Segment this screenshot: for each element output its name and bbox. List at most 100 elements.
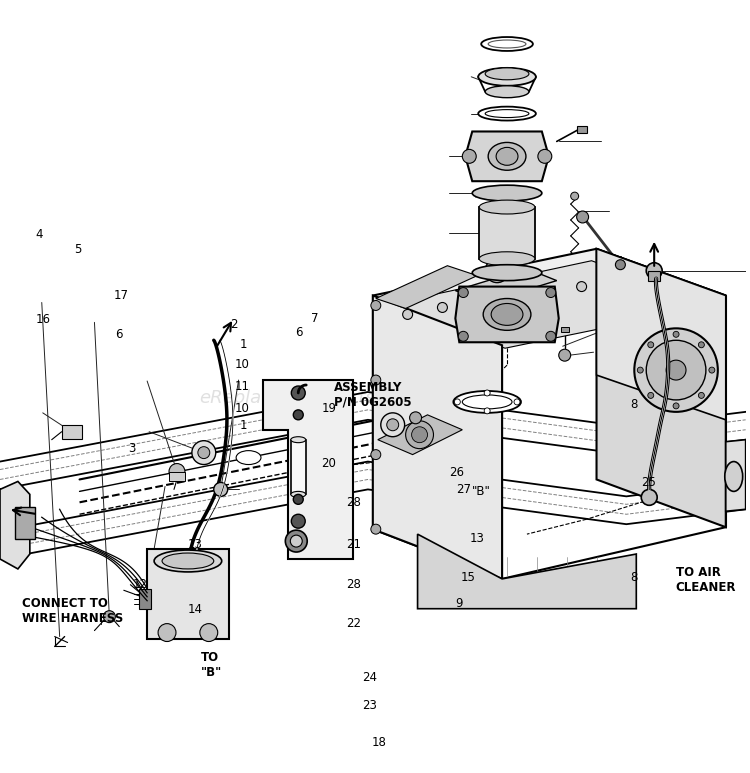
Polygon shape <box>455 287 559 342</box>
Circle shape <box>485 259 509 283</box>
Text: 4: 4 <box>35 228 43 241</box>
Circle shape <box>634 329 718 412</box>
Ellipse shape <box>154 550 222 572</box>
Text: 22: 22 <box>346 617 361 630</box>
Circle shape <box>169 464 185 479</box>
Text: 8: 8 <box>630 570 638 584</box>
Ellipse shape <box>478 107 536 121</box>
Text: 1: 1 <box>240 419 248 432</box>
Text: 2: 2 <box>230 318 237 331</box>
Text: 9: 9 <box>454 597 462 610</box>
Ellipse shape <box>485 86 529 97</box>
Polygon shape <box>147 549 229 638</box>
Circle shape <box>698 393 704 398</box>
Ellipse shape <box>291 492 306 497</box>
Circle shape <box>666 360 686 380</box>
Circle shape <box>546 288 556 298</box>
Bar <box>62 425 82 439</box>
Circle shape <box>406 421 433 448</box>
Circle shape <box>437 302 448 312</box>
Text: 3: 3 <box>128 442 136 455</box>
Circle shape <box>484 408 490 414</box>
Circle shape <box>412 427 428 443</box>
Text: 13: 13 <box>470 532 484 545</box>
Circle shape <box>709 367 715 373</box>
Circle shape <box>454 399 460 405</box>
Text: |: | <box>100 616 103 625</box>
Bar <box>147 549 229 638</box>
Circle shape <box>410 412 422 424</box>
Circle shape <box>381 413 405 437</box>
Circle shape <box>648 342 654 348</box>
Ellipse shape <box>496 148 518 165</box>
Text: 10: 10 <box>235 358 250 371</box>
Ellipse shape <box>488 40 526 48</box>
Text: 28: 28 <box>346 577 361 591</box>
Ellipse shape <box>479 252 535 266</box>
Ellipse shape <box>291 437 306 443</box>
Text: 25: 25 <box>641 476 656 489</box>
Circle shape <box>458 288 468 298</box>
Circle shape <box>638 367 644 373</box>
Bar <box>479 207 535 259</box>
Circle shape <box>577 281 586 291</box>
Text: CONNECT TO
WIRE HARNESS: CONNECT TO WIRE HARNESS <box>22 597 124 625</box>
Text: eReplacementParts.com: eReplacementParts.com <box>200 389 419 407</box>
Ellipse shape <box>236 451 261 465</box>
Text: 8: 8 <box>630 398 638 411</box>
Text: 11: 11 <box>235 380 250 393</box>
Bar <box>577 125 586 134</box>
Bar <box>291 440 306 495</box>
Polygon shape <box>0 482 30 569</box>
Text: 24: 24 <box>362 671 377 684</box>
Ellipse shape <box>491 304 523 325</box>
Text: ASSEMBLY
P/N 0G2605: ASSEMBLY P/N 0G2605 <box>334 381 412 409</box>
Ellipse shape <box>724 461 742 492</box>
Circle shape <box>370 524 381 534</box>
Ellipse shape <box>478 68 536 86</box>
Circle shape <box>489 263 505 278</box>
Circle shape <box>387 419 399 431</box>
Circle shape <box>646 263 662 278</box>
Circle shape <box>577 211 589 223</box>
Text: 6: 6 <box>116 328 123 341</box>
Ellipse shape <box>472 186 542 201</box>
Text: "B": "B" <box>472 485 491 498</box>
Ellipse shape <box>483 298 531 330</box>
Polygon shape <box>263 380 353 559</box>
Circle shape <box>370 450 381 460</box>
Circle shape <box>610 277 620 287</box>
Circle shape <box>403 309 412 319</box>
Ellipse shape <box>472 264 542 281</box>
Circle shape <box>285 530 308 552</box>
Circle shape <box>192 441 216 465</box>
Circle shape <box>462 149 476 163</box>
Text: 21: 21 <box>346 538 361 551</box>
Circle shape <box>158 624 176 642</box>
Bar <box>648 271 660 281</box>
Circle shape <box>648 393 654 398</box>
Text: 6: 6 <box>296 326 303 339</box>
Circle shape <box>484 390 490 396</box>
Circle shape <box>646 340 706 400</box>
Circle shape <box>104 611 116 622</box>
Text: 1: 1 <box>240 338 248 351</box>
Ellipse shape <box>485 110 529 117</box>
Polygon shape <box>418 534 636 608</box>
Text: TO AIR
CLEANER: TO AIR CLEANER <box>676 566 736 594</box>
Text: 14: 14 <box>188 603 203 616</box>
Circle shape <box>698 342 704 348</box>
Polygon shape <box>382 261 714 348</box>
Polygon shape <box>596 249 726 420</box>
Polygon shape <box>465 131 549 181</box>
Ellipse shape <box>488 142 526 170</box>
Text: 5: 5 <box>74 243 82 256</box>
Text: 13: 13 <box>188 538 202 551</box>
Polygon shape <box>455 269 556 302</box>
Circle shape <box>542 287 552 297</box>
Circle shape <box>198 447 210 458</box>
Text: TO
"B": TO "B" <box>201 652 223 679</box>
Ellipse shape <box>162 553 214 569</box>
Circle shape <box>370 301 381 311</box>
Circle shape <box>514 399 520 405</box>
